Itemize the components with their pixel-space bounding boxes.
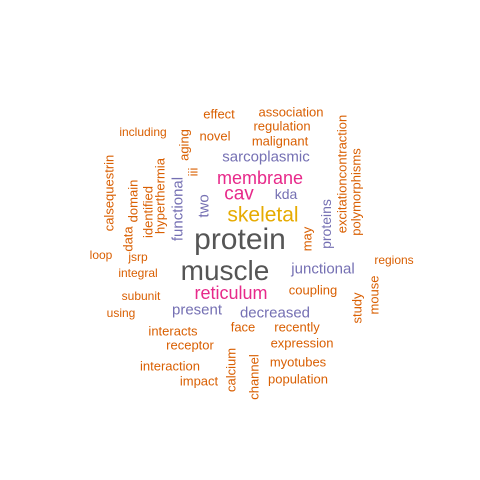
word-excitationcontraction: excitationcontraction — [334, 114, 350, 234]
word-regions: regions — [374, 253, 414, 267]
word-cav: cav — [224, 183, 254, 205]
word-hyperthermia: hyperthermia — [152, 158, 168, 234]
word-recently: recently — [274, 319, 320, 335]
word-novel: novel — [199, 128, 231, 144]
word-expression: expression — [270, 335, 334, 351]
word-decreased: decreased — [239, 304, 311, 322]
word-proteins: proteins — [318, 199, 334, 249]
word-interaction: interaction — [140, 358, 200, 374]
word-domain: domain — [125, 179, 141, 223]
word-association: association — [258, 104, 324, 120]
word-interacts: interacts — [148, 323, 198, 339]
word-skeletal: skeletal — [227, 203, 299, 227]
word-calsequestrin: calsequestrin — [101, 154, 117, 232]
word-data: data — [120, 226, 136, 252]
word-population: population — [268, 371, 328, 387]
word-present: present — [171, 301, 223, 319]
word-impact: impact — [179, 373, 219, 389]
word-study: study — [349, 292, 365, 324]
word-subunit: subunit — [121, 289, 161, 303]
word-integral: integral — [118, 266, 158, 280]
word-using: using — [106, 306, 136, 320]
word-membrane: membrane — [216, 168, 304, 188]
word-myotubes: myotubes — [269, 354, 327, 370]
word-effect: effect — [203, 106, 235, 122]
word-reticulum: reticulum — [194, 283, 268, 303]
word-including: including — [119, 125, 167, 139]
word-receptor: receptor — [166, 337, 214, 353]
word-polymorphisms: polymorphisms — [348, 148, 364, 236]
word-functional: functional — [169, 176, 187, 242]
word-face: face — [230, 319, 256, 335]
word-muscle: muscle — [180, 255, 270, 286]
word-junctional: junctional — [291, 260, 355, 278]
word-loop: loop — [89, 248, 113, 262]
word-iii: iii — [185, 167, 201, 177]
word-protein: protein — [194, 223, 286, 256]
word-aging: aging — [176, 129, 192, 161]
word-sarcoplasmic: sarcoplasmic — [222, 148, 310, 166]
word-mouse: mouse — [366, 275, 382, 315]
word-kda: kda — [274, 186, 298, 202]
word-may: may — [299, 226, 315, 252]
word-regulation: regulation — [253, 118, 311, 134]
word-jsrp: jsrp — [128, 250, 148, 264]
word-calcium: calcium — [223, 347, 239, 393]
word-channel: channel — [246, 354, 262, 400]
word-coupling: coupling — [288, 282, 338, 298]
word-malignant: malignant — [251, 133, 309, 149]
word-two: two — [195, 194, 213, 218]
